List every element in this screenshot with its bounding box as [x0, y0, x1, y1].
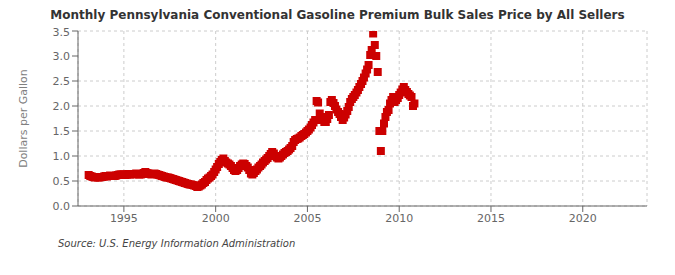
- svg-text:2.5: 2.5: [53, 75, 71, 88]
- svg-text:2020: 2020: [569, 212, 597, 225]
- svg-text:3.0: 3.0: [53, 50, 71, 63]
- svg-text:Dollars per Gallon: Dollars per Gallon: [17, 69, 30, 168]
- html-text:Source: U.S. Energy Informatio: Source: U.S. Energy Information Administ…: [58, 238, 296, 249]
- svg-text:1995: 1995: [110, 212, 138, 225]
- svg-text:2005: 2005: [293, 212, 321, 225]
- html-text:Monthly Pennsylvania Conventio: Monthly Pennsylvania Conventional Gasoli…: [50, 8, 625, 22]
- svg-text:2000: 2000: [202, 212, 230, 225]
- svg-text:3.5: 3.5: [53, 26, 71, 39]
- svg-text:1.5: 1.5: [53, 125, 71, 138]
- svg-text:2.0: 2.0: [53, 100, 71, 113]
- svg-text:1.0: 1.0: [53, 150, 71, 163]
- svg-text:2015: 2015: [477, 212, 505, 225]
- svg-text:0.0: 0.0: [53, 200, 71, 213]
- svg-text:2010: 2010: [385, 212, 413, 225]
- svg-text:0.5: 0.5: [53, 175, 71, 188]
